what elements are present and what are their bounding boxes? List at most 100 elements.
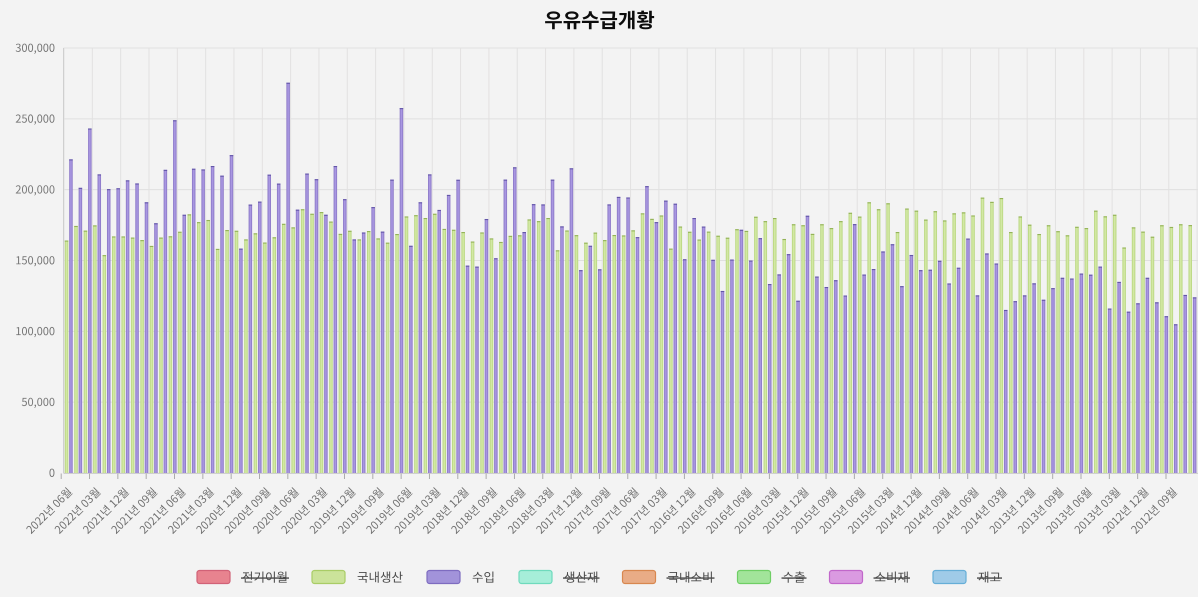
bar-국내생산-2021년 02월[interactable] xyxy=(215,248,220,473)
bar-수입-2018년 07월[interactable] xyxy=(513,167,517,473)
bar-수입-2013년 07월[interactable] xyxy=(1079,273,1084,473)
bar-수입-2018년 06월[interactable] xyxy=(522,232,526,473)
bar-국내생산-2019년 08월[interactable] xyxy=(385,242,390,473)
bar-수입-2019년 02월[interactable] xyxy=(446,194,451,473)
bar-국내생산-2022년 06월[interactable] xyxy=(64,240,69,473)
bar-수입-2019년 08월[interactable] xyxy=(390,179,394,474)
bar-수입-2016년 09월[interactable] xyxy=(720,290,725,473)
bar-국내생산-2017년 03월[interactable] xyxy=(659,215,664,473)
bar-국내생산-2016년 10월[interactable] xyxy=(706,231,711,473)
bar-국내생산-2013년 11월[interactable] xyxy=(1037,234,1041,473)
bar-국내생산-2017년 10월[interactable] xyxy=(593,232,598,473)
bar-수입-2017년 05월[interactable] xyxy=(645,186,649,474)
bar-수입-2018년 03월[interactable] xyxy=(550,179,555,474)
bar-국내생산-2020년 12월[interactable] xyxy=(234,230,239,473)
bar-수입-2016년 07월[interactable] xyxy=(739,229,744,473)
bar-수입-2020년 05월[interactable] xyxy=(305,173,309,473)
bar-국내생산-2012년 09월[interactable] xyxy=(1169,226,1174,473)
bar-수입-2016년 05월[interactable] xyxy=(758,238,763,473)
bar-국내생산-2017년 07월[interactable] xyxy=(621,235,626,473)
bar-수입-2020년 08월[interactable] xyxy=(276,183,281,473)
bar-수입-2018년 12월[interactable] xyxy=(465,265,470,473)
bar-국내생산-2013년 12월[interactable] xyxy=(1027,224,1032,473)
legend-label[interactable] xyxy=(977,571,1002,583)
bar-수입-2020년 02월[interactable] xyxy=(333,166,338,473)
bar-수입-2017년 01월[interactable] xyxy=(682,259,687,473)
bar-국내생산-2019년 12월[interactable] xyxy=(348,230,352,473)
bar-수입-2014년 05월[interactable] xyxy=(985,253,989,473)
bar-수입-2018년 01월[interactable] xyxy=(569,168,574,473)
legend-item-수출[interactable] xyxy=(736,569,807,585)
bar-수입-2017년 06월[interactable] xyxy=(635,237,640,473)
bar-국내생산-2021년 11월[interactable] xyxy=(130,237,135,473)
bar-수입-2017년 04월[interactable] xyxy=(654,222,659,473)
bar-국내생산-2022년 01월[interactable] xyxy=(112,236,116,473)
bar-국내생산-2017년 09월[interactable] xyxy=(603,240,607,473)
bar-수입-2018년 08월[interactable] xyxy=(503,179,508,474)
bar-수입-2018년 04월[interactable] xyxy=(541,204,545,473)
bar-국내생산-2016년 04월[interactable] xyxy=(763,221,768,473)
bar-국내생산-2015년 02월[interactable] xyxy=(895,232,900,473)
bar-국내생산-2014년 09월[interactable] xyxy=(942,220,947,473)
bar-국내생산-2020년 04월[interactable] xyxy=(310,213,314,473)
legend-item-전기이월[interactable] xyxy=(196,569,289,585)
bar-국내생산-2019년 07월[interactable] xyxy=(395,234,399,473)
legend-swatch[interactable] xyxy=(196,569,231,585)
bar-국내생산-2015년 09월[interactable] xyxy=(829,228,834,473)
bar-수입-2012년 07월[interactable] xyxy=(1192,297,1197,473)
bar-국내생산-2021년 08월[interactable] xyxy=(159,237,163,473)
bar-수입-2013년 03월[interactable] xyxy=(1117,281,1121,473)
bar-국내생산-2017년 11월[interactable] xyxy=(584,242,588,473)
bar-국내생산-2013년 03월[interactable] xyxy=(1112,214,1117,474)
bar-국내생산-2014년 08월[interactable] xyxy=(952,213,956,473)
bar-국내생산-2015년 06월[interactable] xyxy=(857,216,862,473)
bar-수입-2016년 08월[interactable] xyxy=(730,259,734,473)
bar-수입-2018년 02월[interactable] xyxy=(560,226,564,473)
bar-국내생산-2012년 10월[interactable] xyxy=(1160,225,1164,473)
bar-수입-2020년 04월[interactable] xyxy=(314,179,319,473)
bar-국내생산-2021년 05월[interactable] xyxy=(187,214,192,473)
bar-국내생산-2015년 05월[interactable] xyxy=(867,202,871,473)
bar-국내생산-2019년 11월[interactable] xyxy=(357,239,362,473)
bar-국내생산-2017년 01월[interactable] xyxy=(678,226,683,474)
legend-label[interactable] xyxy=(873,571,911,583)
bar-수입-2019년 04월[interactable] xyxy=(428,174,432,473)
bar-국내생산-2013년 01월[interactable] xyxy=(1131,227,1136,473)
bar-수입-2017년 12월[interactable] xyxy=(579,270,583,473)
bar-국내생산-2019년 02월[interactable] xyxy=(442,228,447,473)
bar-국내생산-2021년 03월[interactable] xyxy=(206,219,210,473)
bar-수입-2021년 03월[interactable] xyxy=(210,166,215,473)
bar-수입-2017년 02월[interactable] xyxy=(673,203,678,473)
bar-국내생산-2012년 08월[interactable] xyxy=(1179,224,1183,473)
bar-수입-2019년 09월[interactable] xyxy=(380,231,385,473)
bar-수입-2017년 11월[interactable] xyxy=(588,245,593,473)
bar-수입-2021년 01월[interactable] xyxy=(229,155,234,473)
legend-swatch[interactable] xyxy=(311,569,346,585)
bar-수입-2015년 10월[interactable] xyxy=(824,286,829,473)
bar-국내생산-2020년 11월[interactable] xyxy=(244,239,248,473)
bar-국내생산-2014년 02월[interactable] xyxy=(1009,232,1013,473)
bar-국내생산-2022년 05월[interactable] xyxy=(74,225,78,473)
bar-수입-2021년 04월[interactable] xyxy=(201,169,205,473)
bar-수입-2016년 12월[interactable] xyxy=(692,218,696,473)
bar-수입-2016년 01월[interactable] xyxy=(796,300,800,473)
bar-수입-2017년 03월[interactable] xyxy=(664,200,668,473)
bar-수입-2015년 11월[interactable] xyxy=(815,276,819,473)
bar-수입-2018년 05월[interactable] xyxy=(531,204,536,473)
bar-국내생산-2018년 01월[interactable] xyxy=(565,230,569,473)
bar-수입-2022년 05월[interactable] xyxy=(78,187,83,473)
bar-수입-2012년 10월[interactable] xyxy=(1164,316,1169,473)
bar-국내생산-2019년 06월[interactable] xyxy=(404,216,409,473)
bar-수입-2017년 10월[interactable] xyxy=(597,269,602,473)
bar-수입-2013년 10월[interactable] xyxy=(1051,288,1055,474)
bar-국내생산-2020년 05월[interactable] xyxy=(300,209,305,473)
bar-수입-2018년 09월[interactable] xyxy=(494,258,498,473)
legend-item-생산재[interactable] xyxy=(518,569,600,585)
bar-국내생산-2020년 03월[interactable] xyxy=(319,212,324,474)
bar-수입-2022년 03월[interactable] xyxy=(97,174,102,473)
bar-수입-2014년 08월[interactable] xyxy=(956,267,961,473)
bar-수입-2019년 03월[interactable] xyxy=(437,209,441,473)
bar-수입-2012년 09월[interactable] xyxy=(1173,324,1178,473)
bar-수입-2015년 06월[interactable] xyxy=(862,274,866,473)
bar-수입-2014년 09월[interactable] xyxy=(947,283,951,473)
